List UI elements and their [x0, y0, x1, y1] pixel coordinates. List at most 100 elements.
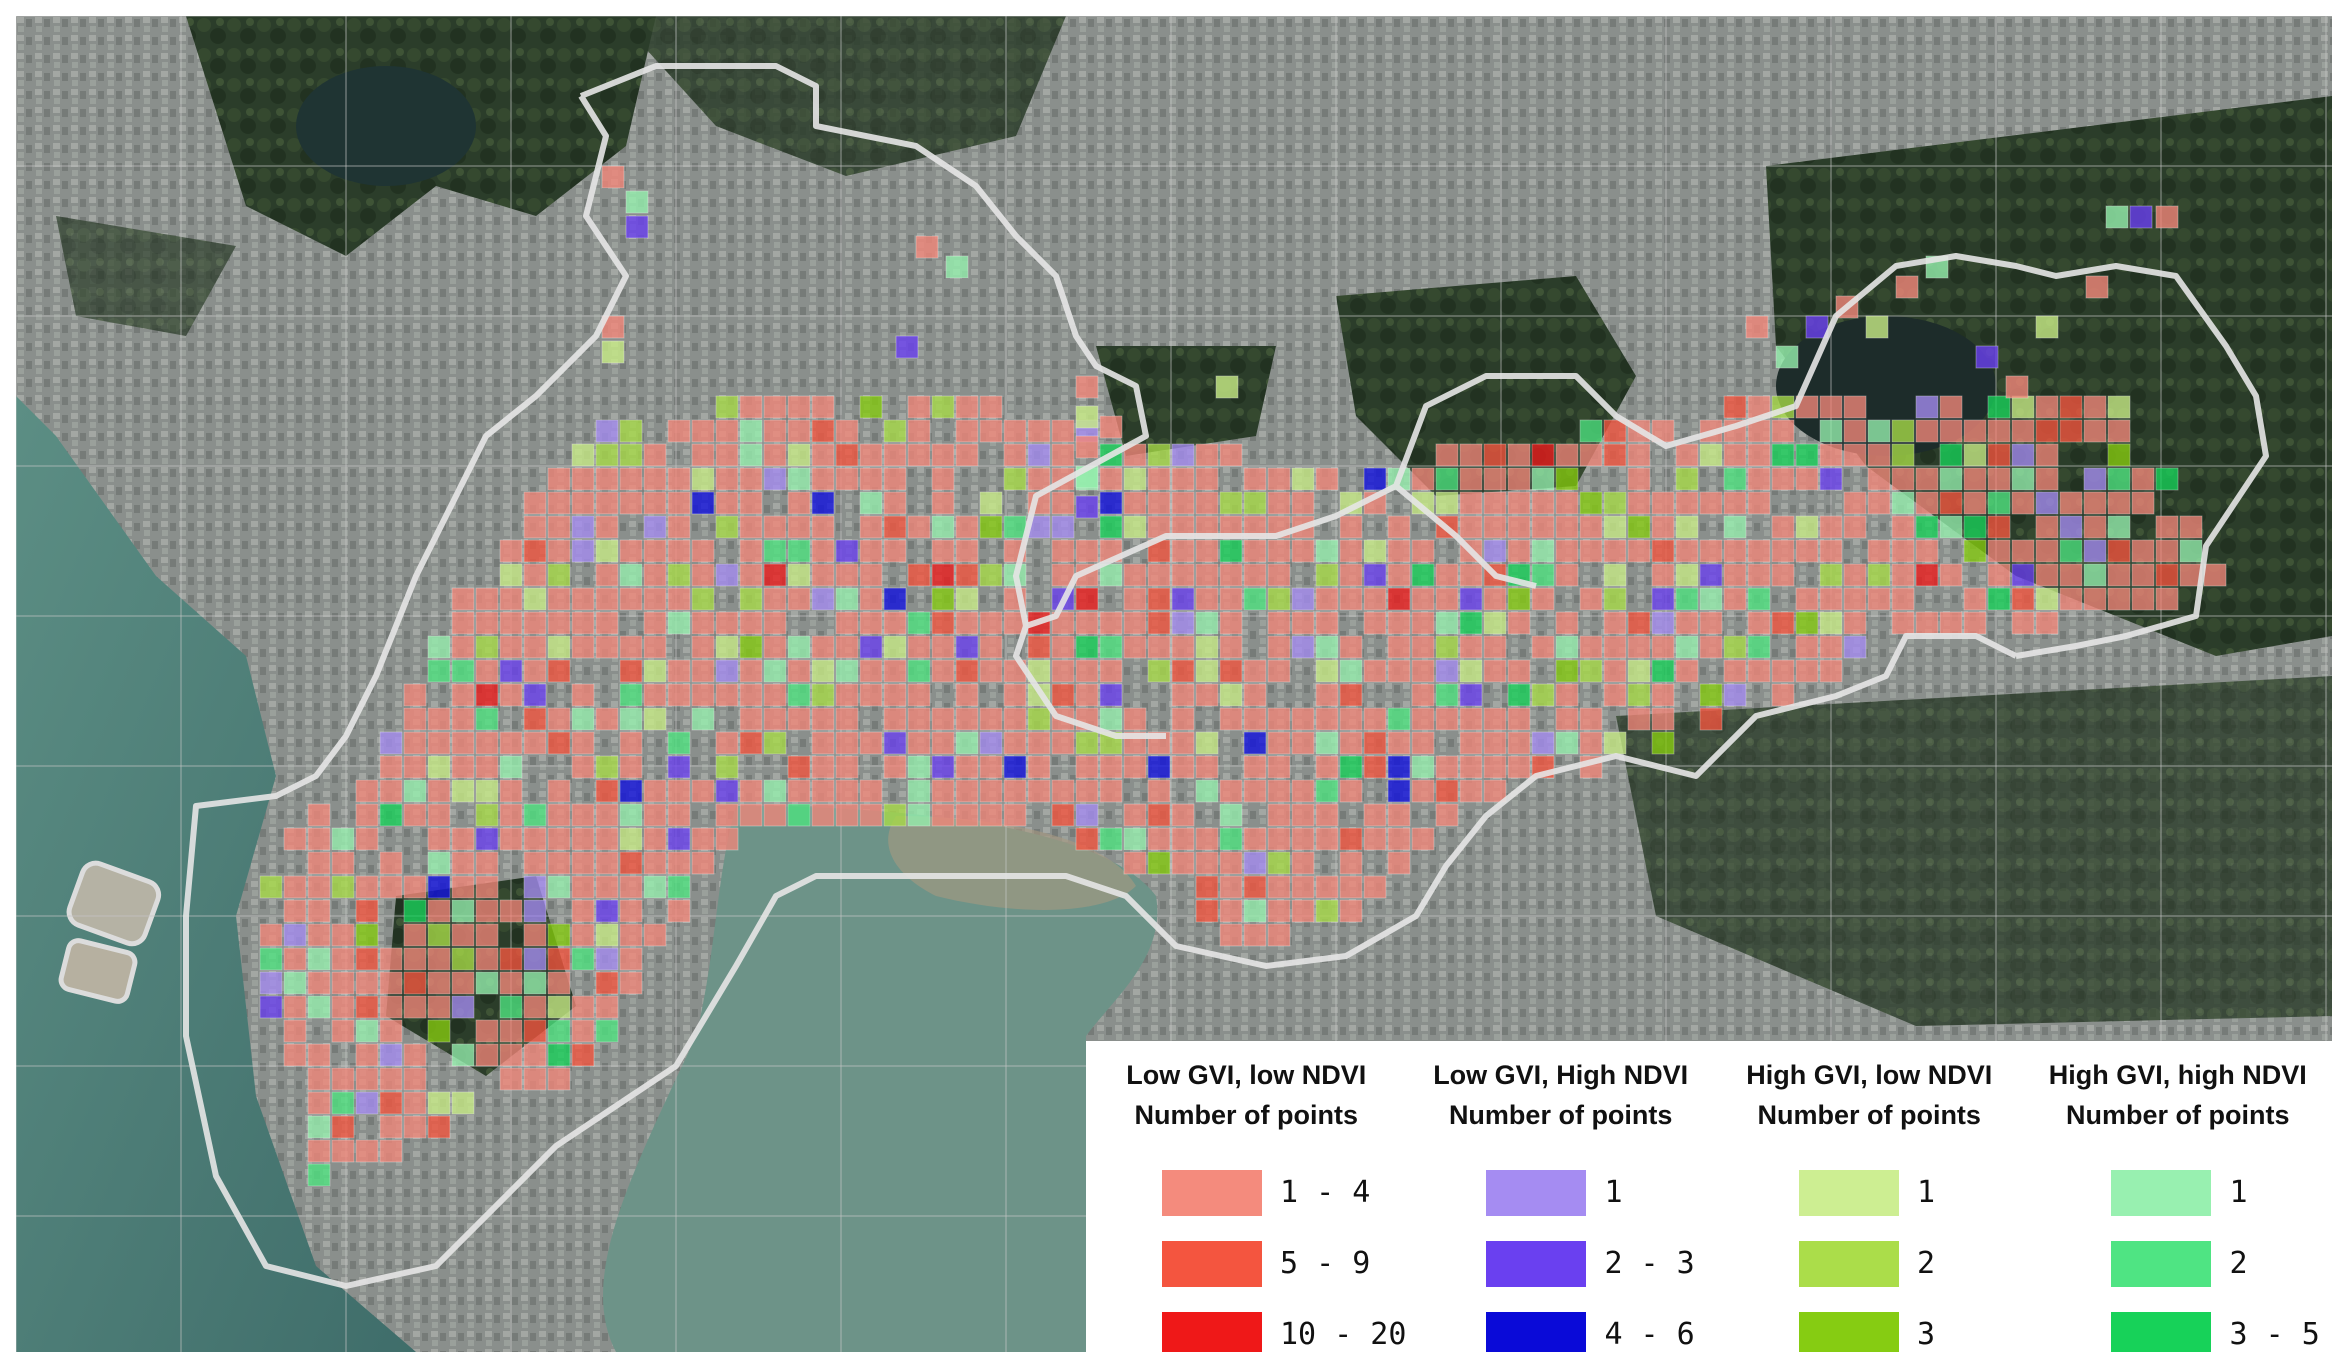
grid-cell	[451, 587, 475, 611]
grid-cell	[1435, 467, 1459, 491]
grid-cell	[787, 491, 811, 515]
grid-cell	[1555, 611, 1579, 635]
grid-cell	[523, 515, 547, 539]
grid-cell	[1747, 539, 1771, 563]
grid-cell	[1123, 803, 1147, 827]
grid-cell	[787, 563, 811, 587]
grid-cell	[595, 1019, 619, 1043]
grid-cell	[1123, 851, 1147, 875]
grid-cell	[595, 467, 619, 491]
grid-cell	[2059, 539, 2083, 563]
grid-cell	[2011, 611, 2035, 635]
grid-cell	[547, 1043, 571, 1067]
grid-cell	[1895, 275, 1919, 299]
grid-cell	[2085, 275, 2109, 299]
grid-cell	[1003, 515, 1027, 539]
grid-cell	[667, 899, 691, 923]
grid-cell	[403, 731, 427, 755]
grid-cell	[1747, 659, 1771, 683]
grid-cell	[1027, 419, 1051, 443]
grid-cell	[499, 755, 523, 779]
grid-cell	[1555, 467, 1579, 491]
grid-cell	[1171, 539, 1195, 563]
grid-cell	[1459, 659, 1483, 683]
grid-cell	[1651, 587, 1675, 611]
grid-cell	[2035, 467, 2059, 491]
grid-cell	[691, 683, 715, 707]
legend-swatch	[1798, 1240, 1899, 1287]
grid-cell	[691, 587, 715, 611]
grid-cell	[475, 587, 499, 611]
grid-cell	[1411, 659, 1435, 683]
grid-cell	[1411, 587, 1435, 611]
grid-cell	[955, 563, 979, 587]
grid-cell	[811, 659, 835, 683]
grid-cell	[979, 779, 1003, 803]
grid-cell	[1915, 491, 1939, 515]
legend-item: 1	[2023, 1157, 2332, 1228]
grid-cell	[1747, 635, 1771, 659]
grid-cell	[811, 419, 835, 443]
grid-cell	[1819, 395, 1843, 419]
grid-cell	[1051, 515, 1075, 539]
grid-cell	[667, 803, 691, 827]
grid-cell	[1915, 563, 1939, 587]
grid-cell	[1171, 731, 1195, 755]
grid-cell	[1627, 635, 1651, 659]
grid-cell	[1051, 779, 1075, 803]
grid-cell	[1315, 563, 1339, 587]
grid-cell	[667, 467, 691, 491]
grid-cell	[1339, 899, 1363, 923]
grid-cell	[835, 587, 859, 611]
grid-cell	[547, 995, 571, 1019]
satellite-map[interactable]	[16, 16, 2332, 1352]
grid-cell	[1291, 635, 1315, 659]
grid-cell	[883, 419, 907, 443]
grid-cell	[499, 563, 523, 587]
grid-cell	[1699, 443, 1723, 467]
grid-cell	[619, 443, 643, 467]
grid-cell	[1675, 443, 1699, 467]
grid-cell	[763, 803, 787, 827]
grid-cell	[307, 995, 331, 1019]
grid-cell	[475, 803, 499, 827]
grid-cell	[931, 515, 955, 539]
grid-cell	[1171, 803, 1195, 827]
grid-cell	[1315, 779, 1339, 803]
grid-cell	[499, 635, 523, 659]
grid-cell	[1675, 515, 1699, 539]
grid-cell	[547, 707, 571, 731]
grid-cell	[355, 899, 379, 923]
grid-cell	[691, 851, 715, 875]
grid-cell	[451, 611, 475, 635]
grid-cell	[475, 1019, 499, 1043]
grid-cell	[1843, 419, 1867, 443]
grid-cell	[427, 947, 451, 971]
grid-cell	[667, 851, 691, 875]
grid-cell	[1507, 707, 1531, 731]
grid-cell	[1219, 779, 1243, 803]
grid-cell	[307, 1067, 331, 1091]
grid-cell	[883, 659, 907, 683]
grid-cell	[1003, 803, 1027, 827]
grid-cell	[739, 419, 763, 443]
grid-cell	[1699, 611, 1723, 635]
grid-cell	[715, 467, 739, 491]
grid-cell	[883, 683, 907, 707]
grid-cell	[1099, 467, 1123, 491]
grid-cell	[1147, 827, 1171, 851]
grid-cell	[1363, 755, 1387, 779]
grid-cell	[667, 827, 691, 851]
grid-cell	[1723, 395, 1747, 419]
grid-cell	[715, 731, 739, 755]
grid-cell	[547, 875, 571, 899]
grid-cell	[1195, 827, 1219, 851]
grid-cell	[1975, 345, 1999, 369]
grid-cell	[1075, 803, 1099, 827]
grid-cell	[1315, 707, 1339, 731]
grid-cell	[1435, 659, 1459, 683]
grid-cell	[379, 731, 403, 755]
grid-cell	[979, 755, 1003, 779]
grid-cell	[547, 851, 571, 875]
grid-cell	[1819, 419, 1843, 443]
